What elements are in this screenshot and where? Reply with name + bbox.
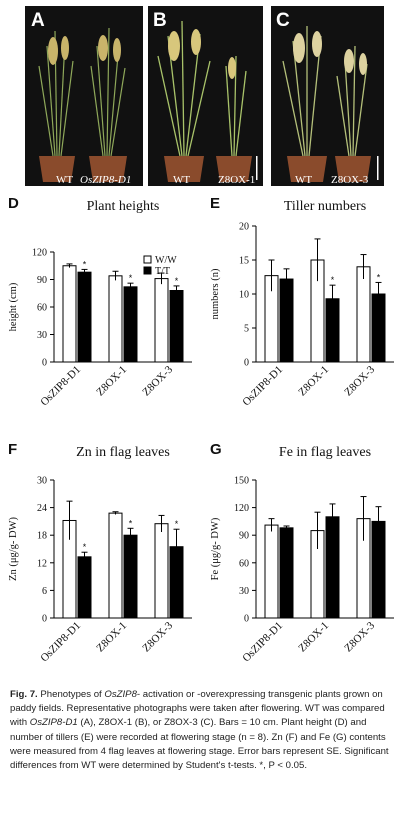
chart-title: Zn in flag leaves <box>76 445 170 460</box>
chart-plant-heights: D Plant heights height (cm) 0 30 60 90 120 * OsZI… <box>8 195 192 409</box>
y-tick-label: 0 <box>244 614 249 625</box>
legend-swatch <box>143 266 152 275</box>
photo-label-c: C <box>276 10 290 31</box>
panel-letter: G <box>210 441 222 458</box>
y-tick-label: 0 <box>42 358 47 369</box>
significance-mark: * <box>377 272 381 282</box>
y-tick-label: 150 <box>234 476 249 487</box>
y-tick-label: 0 <box>244 358 249 369</box>
bar <box>154 278 169 363</box>
photo-panel-b <box>148 6 263 186</box>
x-tick-label: OsZIP8-D1 <box>240 620 285 665</box>
significance-mark: * <box>175 519 179 529</box>
figure-caption: Fig. 7. Phenotypes of OsZIP8- activation… <box>10 689 389 772</box>
panel-letter: D <box>8 195 19 212</box>
y-tick-label: 20 <box>239 222 249 233</box>
y-tick-label: 6 <box>42 586 47 597</box>
x-tick-label: Z8OX-3 <box>140 619 175 654</box>
bar <box>169 290 184 363</box>
photo-panels: A B C WT OsZIP8-D1 WT Z8OX-1 WT Z8OX-3 <box>0 0 404 190</box>
y-tick-label: 10 <box>239 290 249 301</box>
bar <box>279 527 294 619</box>
y-tick-label: 60 <box>239 558 249 569</box>
y-axis-label: Fe (μg/g- DW) <box>210 517 221 580</box>
y-tick-label: 90 <box>37 275 47 286</box>
chart-title: Plant heights <box>87 199 160 214</box>
y-axis-label: Zn (μg/g- DW) <box>8 517 19 581</box>
chart-zn-flag-leaves: F Zn in flag leaves Zn (μg/g- DW) 0 6 12 18 24 3… <box>8 441 192 665</box>
chart-title: Fe in flag leaves <box>279 445 371 460</box>
x-tick-label: OsZIP8-D1 <box>240 364 285 409</box>
pot-label-c-wt: WT <box>295 174 313 186</box>
panel-letter: E <box>210 195 220 212</box>
bar <box>108 275 123 363</box>
panel-letter: F <box>8 441 17 458</box>
bar <box>77 271 92 363</box>
y-tick-label: 0 <box>42 614 47 625</box>
chart-tiller-numbers: E Tiller numbers numbers (n) 0 5 10 15 20 OsZIP8… <box>210 195 394 409</box>
pot-label-b-line: Z8OX-1 <box>218 174 256 186</box>
y-tick-label: 120 <box>234 503 249 514</box>
caption-fig-label: Fig. 7. <box>10 689 38 700</box>
bar <box>356 266 371 363</box>
y-tick-label: 18 <box>37 531 47 542</box>
chart-title: Tiller numbers <box>284 199 366 214</box>
pot-label-a-line: OsZIP8-D1 <box>80 174 132 186</box>
x-tick-label: Z8OX-1 <box>296 364 331 399</box>
x-tick-label: Z8OX-1 <box>94 620 129 655</box>
pot-label-b-wt: WT <box>173 174 191 186</box>
x-tick-label: Z8OX-1 <box>94 364 129 399</box>
y-tick-label: 30 <box>239 586 249 597</box>
y-axis-label: height (cm) <box>8 282 19 331</box>
significance-mark: * <box>83 542 87 552</box>
y-tick-label: 90 <box>239 531 249 542</box>
x-tick-label: Z8OX-3 <box>140 363 175 398</box>
y-tick-label: 120 <box>32 248 47 259</box>
bar <box>264 524 279 619</box>
y-tick-label: 60 <box>37 303 47 314</box>
bar <box>123 286 138 363</box>
y-tick-label: 30 <box>37 476 47 487</box>
pot-label-c-line: Z8OX-3 <box>331 174 369 186</box>
bar <box>108 512 123 619</box>
bar <box>325 516 340 619</box>
x-tick-label: Z8OX-3 <box>342 363 377 398</box>
chart-fe-flag-leaves: G Fe in flag leaves Fe (μg/g- DW) 0 30 60 90 12… <box>210 441 394 665</box>
y-tick-label: 12 <box>37 558 47 569</box>
significance-mark: * <box>331 275 335 285</box>
y-tick-label: 30 <box>37 330 47 341</box>
photo-panel-c <box>271 6 384 186</box>
legend-label: T/T <box>155 266 170 277</box>
photo-panel-a <box>25 6 143 186</box>
x-tick-label: Z8OX-1 <box>296 620 331 655</box>
pot-label-a-wt: WT <box>56 174 74 186</box>
bar <box>77 556 92 619</box>
significance-mark: * <box>175 276 179 286</box>
bar <box>62 265 77 363</box>
legend-label: W/W <box>155 255 177 266</box>
legend-swatch <box>143 255 152 264</box>
x-tick-label: OsZIP8-D1 <box>38 620 83 665</box>
bar <box>279 278 294 363</box>
bar <box>154 523 169 619</box>
y-tick-label: 24 <box>37 503 47 514</box>
y-tick-label: 5 <box>244 324 249 335</box>
x-tick-label: OsZIP8-D1 <box>38 364 83 409</box>
photo-label-a: A <box>31 10 45 31</box>
significance-mark: * <box>129 518 133 528</box>
significance-mark: * <box>129 273 133 283</box>
x-tick-label: Z8OX-3 <box>342 619 377 654</box>
bar <box>123 534 138 619</box>
y-tick-label: 15 <box>239 256 249 267</box>
y-axis-label: numbers (n) <box>210 268 221 320</box>
significance-mark: * <box>83 259 87 269</box>
photo-label-b: B <box>153 10 167 31</box>
